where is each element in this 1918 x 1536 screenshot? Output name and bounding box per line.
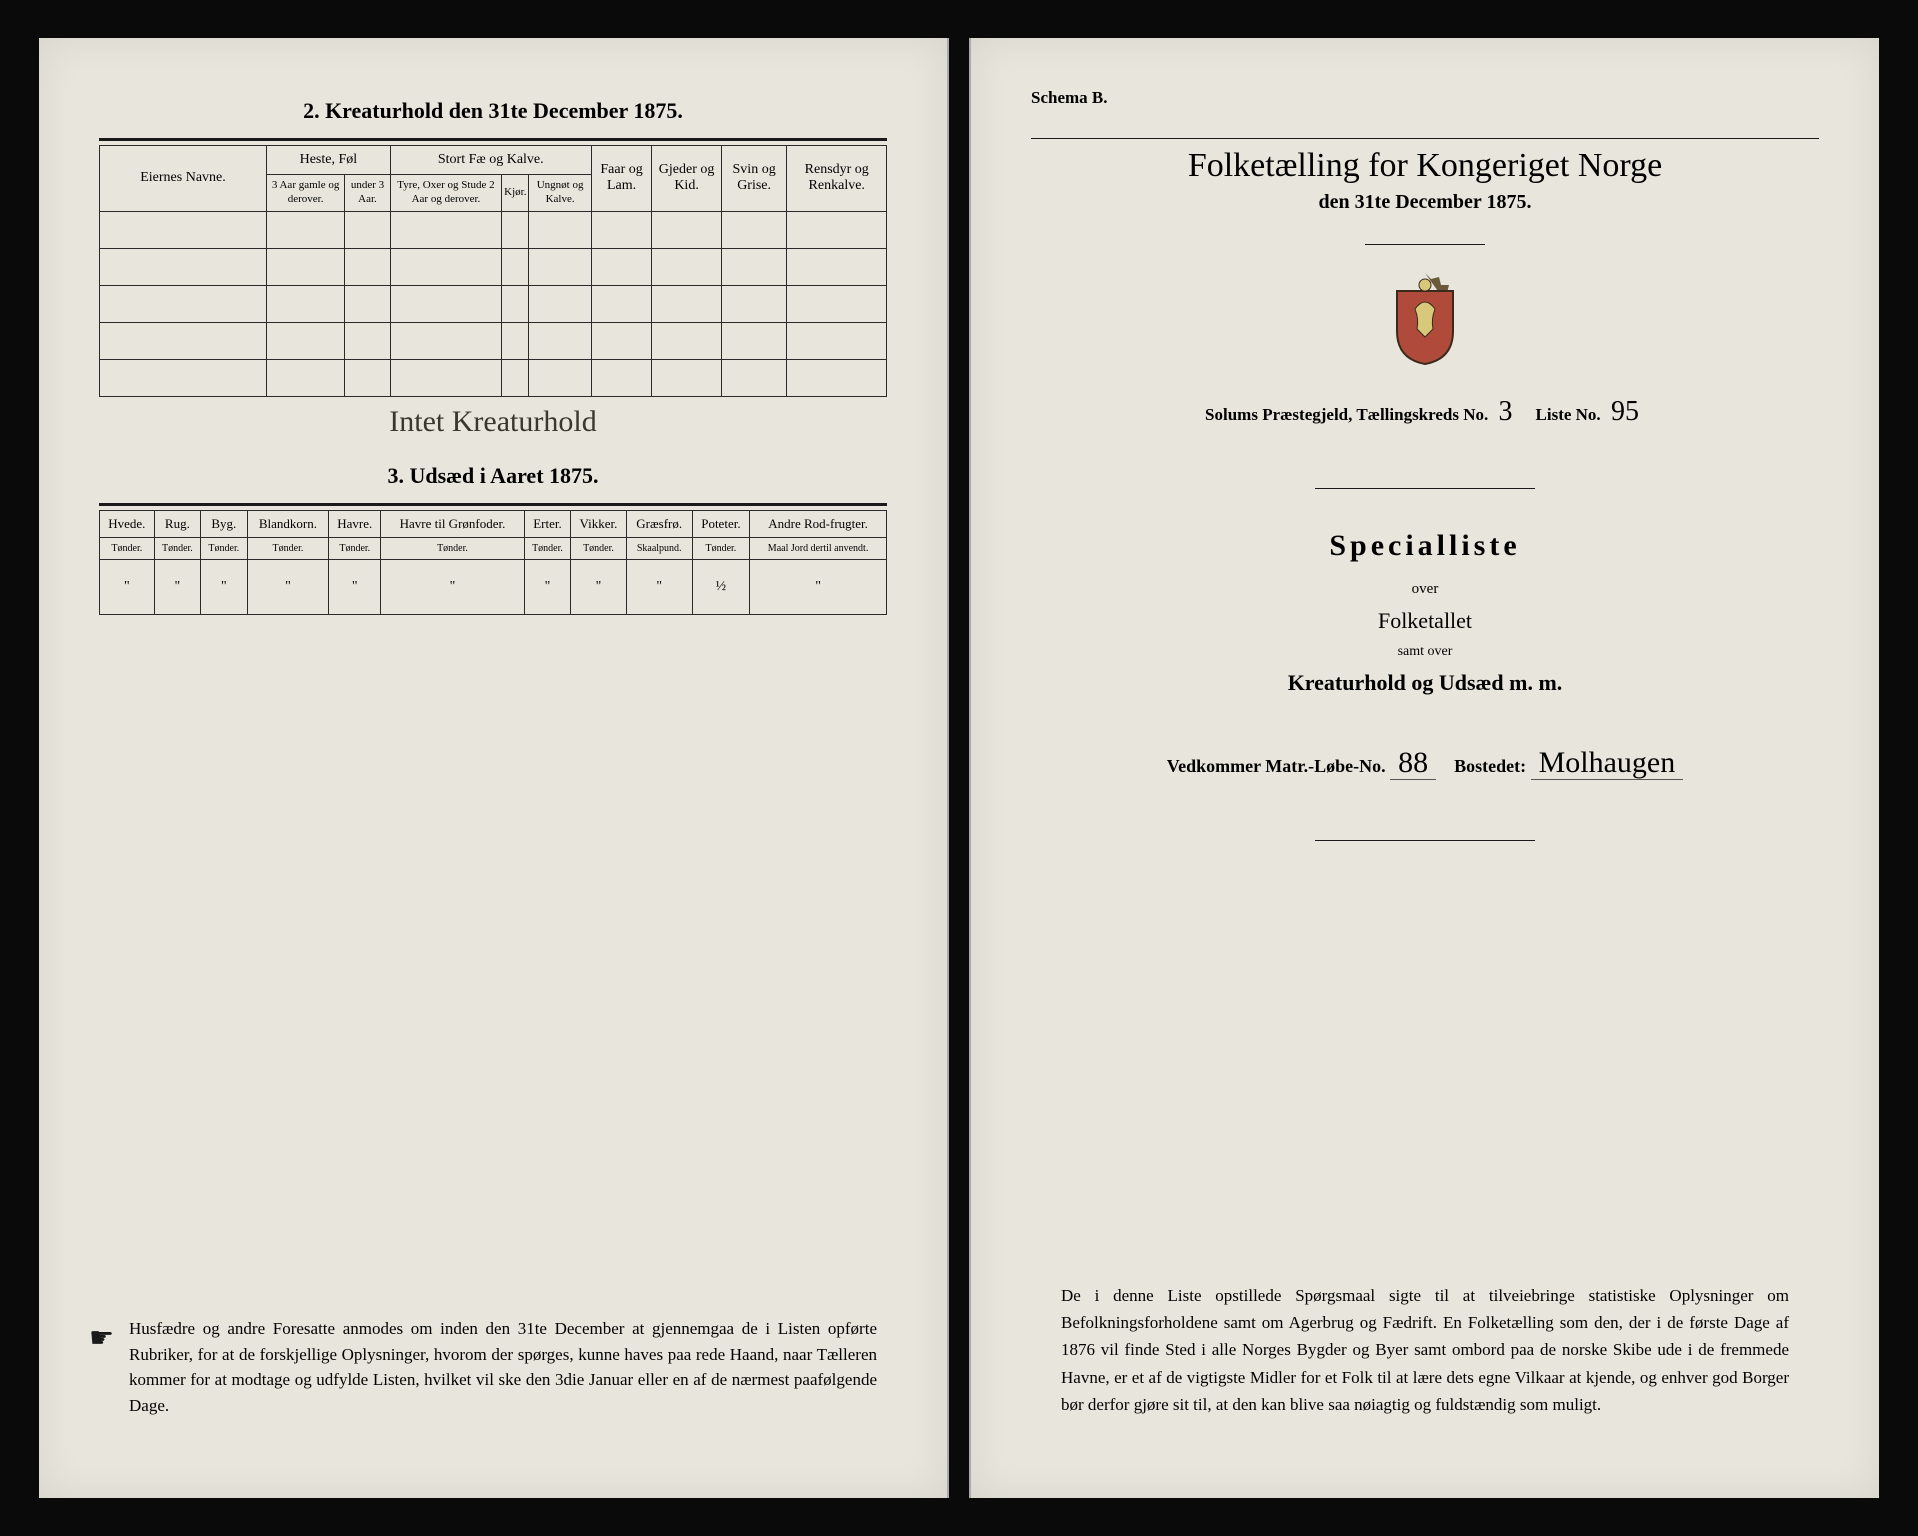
seed-unit: Tønder. <box>692 537 749 559</box>
seed-val: " <box>626 559 692 614</box>
seed-unit-row: Tønder. Tønder. Tønder. Tønder. Tønder. … <box>100 537 887 559</box>
seed-col: Byg. <box>201 510 247 537</box>
book-spread: 2. Kreaturhold den 31te December 1875. E… <box>39 38 1879 1498</box>
seed-val: " <box>571 559 627 614</box>
bostedet-label: Bostedet: <box>1454 756 1526 776</box>
col-svin: Svin og Grise. <box>721 146 787 212</box>
seed-val: " <box>329 559 381 614</box>
seed-col: Havre. <box>329 510 381 537</box>
handwritten-note: Intet Kreaturhold <box>99 405 887 439</box>
col-stort-1: Tyre, Oxer og Stude 2 Aar og derover. <box>390 175 501 212</box>
coat-of-arms-icon <box>1385 271 1465 366</box>
seed-col: Græsfrø. <box>626 510 692 537</box>
seed-unit: Tønder. <box>329 537 381 559</box>
census-meta-line: Solums Præstegjeld, Tællingskreds No. 3 … <box>1031 396 1819 428</box>
over-label: over <box>1031 581 1819 598</box>
vedkommer-line: Vedkommer Matr.-Løbe-No. 88 Bostedet: Mo… <box>1031 746 1819 780</box>
seed-unit: Tønder. <box>154 537 200 559</box>
schema-label: Schema B. <box>1031 88 1819 108</box>
col-stort-2: Kjør. <box>502 175 529 212</box>
rule <box>1031 138 1819 139</box>
col-faar: Faar og Lam. <box>591 146 652 212</box>
livestock-table: Eiernes Navne. Heste, Føl Stort Fæ og Ka… <box>99 145 887 397</box>
seed-val: " <box>524 559 570 614</box>
seed-val: " <box>750 559 887 614</box>
col-heste: Heste, Føl <box>267 146 391 175</box>
section3-title: 3. Udsæd i Aaret 1875. <box>99 463 887 489</box>
rule <box>1315 840 1535 841</box>
rule <box>99 503 887 506</box>
rule <box>1315 488 1535 489</box>
kreatur-line: Kreaturhold og Udsæd m. m. <box>1031 670 1819 696</box>
col-gjeder: Gjeder og Kid. <box>652 146 721 212</box>
footnote-text: Husfædre og andre Foresatte anmodes om i… <box>129 1319 877 1415</box>
seed-val-poteter: ½ <box>692 559 749 614</box>
col-rensdyr: Rensdyr og Renkalve. <box>787 146 887 212</box>
seed-unit: Skaalpund. <box>626 537 692 559</box>
seed-table: Hvede. Rug. Byg. Blandkorn. Havre. Havre… <box>99 510 887 615</box>
col-heste-1: 3 Aar gamle og derover. <box>267 175 345 212</box>
liste-label: Liste No. <box>1536 405 1601 424</box>
seed-val: " <box>201 559 247 614</box>
vedkommer-label: Vedkommer Matr.-Løbe-No. <box>1167 756 1386 776</box>
pointing-hand-icon: ☛ <box>89 1318 114 1360</box>
subtitle-date: den 31te December 1875. <box>1031 191 1819 214</box>
matr-number: 88 <box>1390 746 1436 780</box>
seed-col: Vikker. <box>571 510 627 537</box>
seed-unit: Tønder. <box>100 537 155 559</box>
seed-val: " <box>381 559 525 614</box>
kreds-number: 3 <box>1493 396 1519 427</box>
liste-number: 95 <box>1605 396 1645 427</box>
seed-col: Blandkorn. <box>247 510 329 537</box>
praestegjeld-label: Præstegjeld, Tællingskreds No. <box>1262 405 1488 424</box>
seed-header-row: Hvede. Rug. Byg. Blandkorn. Havre. Havre… <box>100 510 887 537</box>
seed-unit: Tønder. <box>381 537 525 559</box>
seed-data-row: " " " " " " " " " ½ " <box>100 559 887 614</box>
seed-val: " <box>247 559 329 614</box>
table-cell <box>100 211 267 248</box>
bostedet-name: Molhaugen <box>1531 746 1684 780</box>
seed-unit: Tønder. <box>524 537 570 559</box>
specialliste-title: Specialliste <box>1031 529 1819 563</box>
seed-unit: Tønder. <box>201 537 247 559</box>
seed-val: " <box>100 559 155 614</box>
main-title: Folketælling for Kongeriget Norge <box>1031 147 1819 185</box>
col-heste-2: under 3 Aar. <box>345 175 391 212</box>
right-footnote: De i denne Liste opstillede Spørgsmaal s… <box>1061 1282 1789 1418</box>
seed-col: Poteter. <box>692 510 749 537</box>
col-eier: Eiernes Navne. <box>100 146 267 212</box>
seed-col: Hvede. <box>100 510 155 537</box>
seed-col: Erter. <box>524 510 570 537</box>
samt-over-label: samt over <box>1031 644 1819 660</box>
col-stort-3: Ungnøt og Kalve. <box>529 175 591 212</box>
left-page: 2. Kreaturhold den 31te December 1875. E… <box>39 38 949 1498</box>
praestegjeld-name: Solums <box>1205 405 1258 424</box>
seed-unit: Maal Jord dertil anvendt. <box>750 537 887 559</box>
section2-title: 2. Kreaturhold den 31te December 1875. <box>99 98 887 124</box>
seed-unit: Tønder. <box>571 537 627 559</box>
seed-val: " <box>154 559 200 614</box>
seed-col: Rug. <box>154 510 200 537</box>
rule <box>1365 244 1485 245</box>
right-page: Schema B. Folketælling for Kongeriget No… <box>969 38 1879 1498</box>
seed-unit: Tønder. <box>247 537 329 559</box>
col-stort: Stort Fæ og Kalve. <box>390 146 591 175</box>
folketallet-label: Folketallet <box>1031 608 1819 634</box>
seed-col: Havre til Grønfoder. <box>381 510 525 537</box>
left-footnote: ☛ Husfædre og andre Foresatte anmodes om… <box>129 1316 877 1418</box>
rule <box>99 138 887 141</box>
seed-col: Andre Rod-frugter. <box>750 510 887 537</box>
